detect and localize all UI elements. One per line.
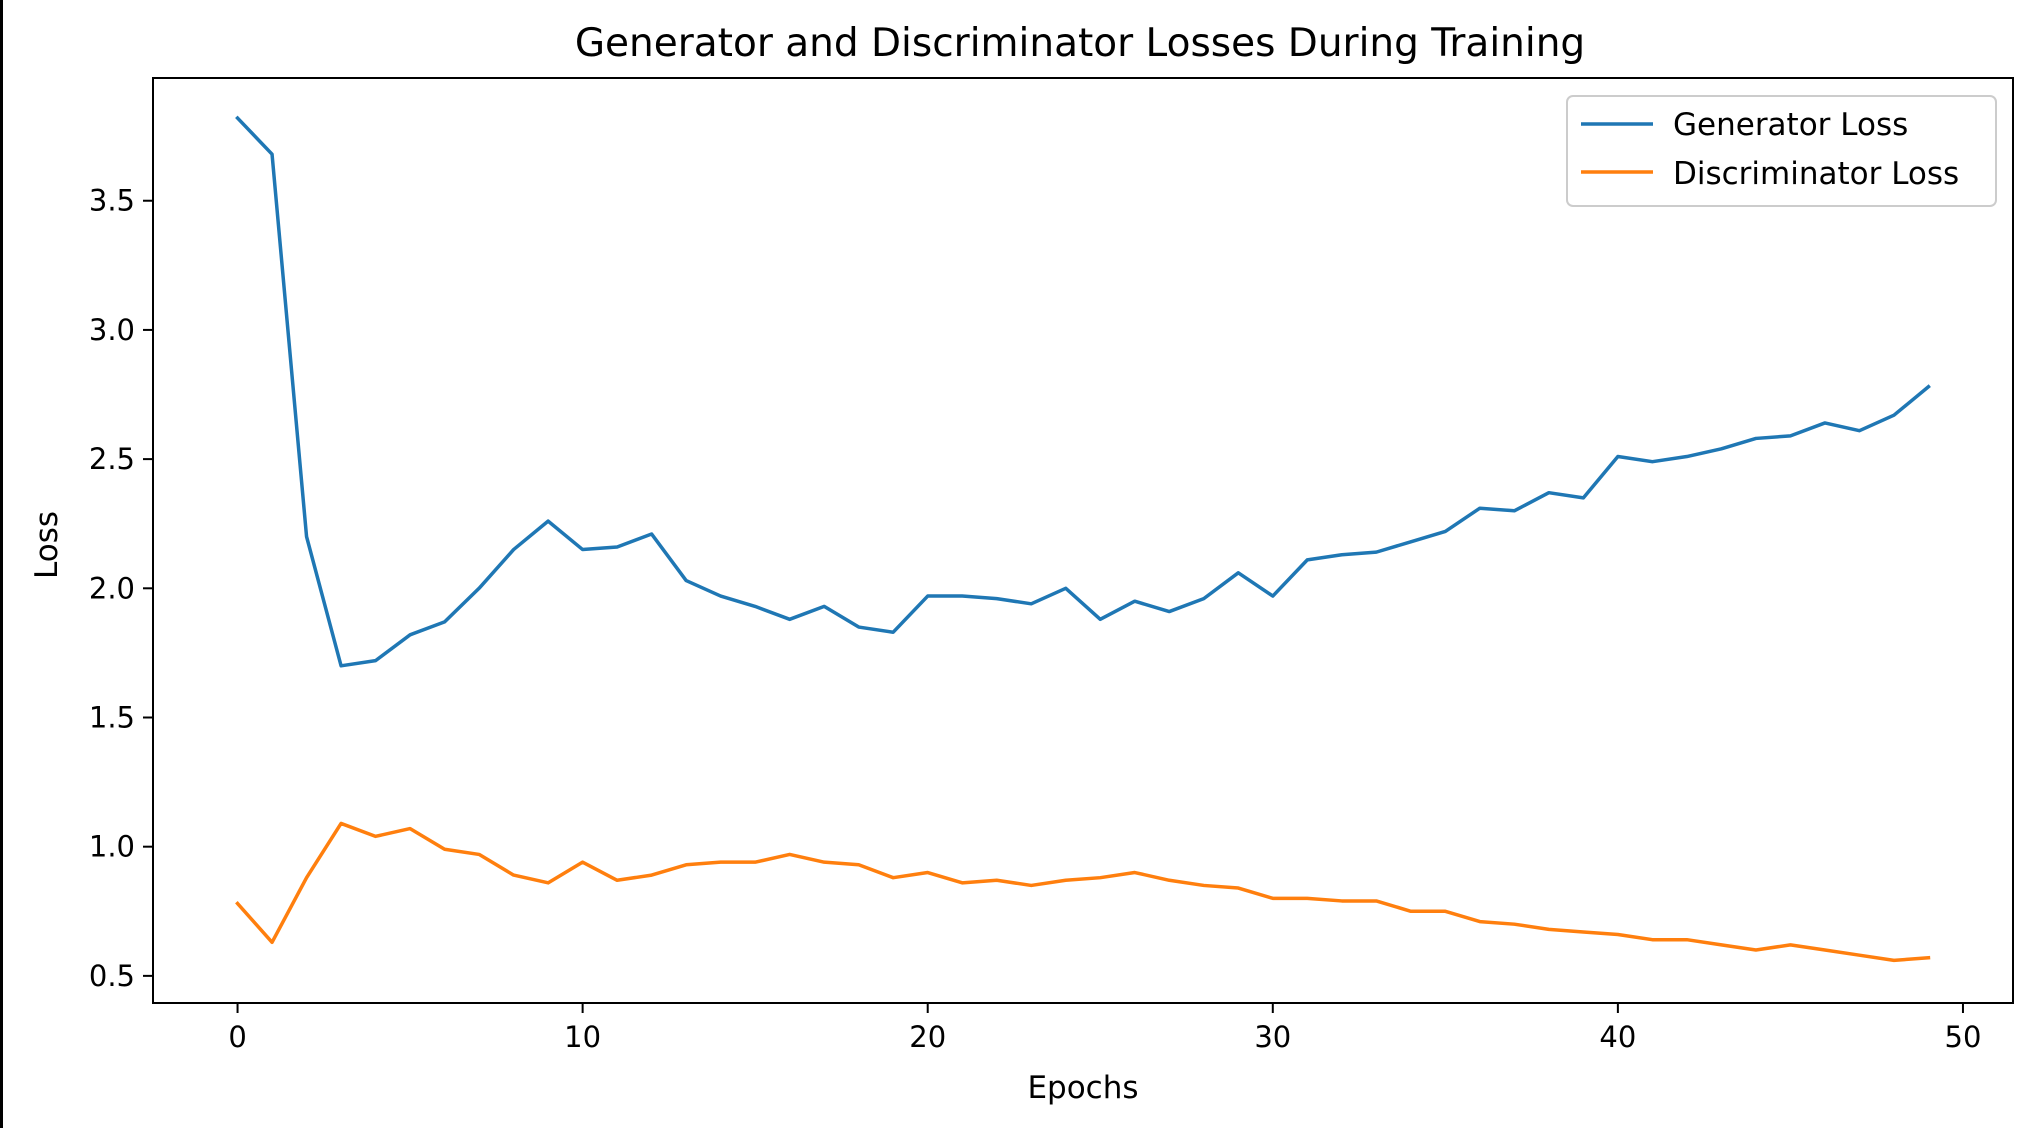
plot-frame [152, 77, 2014, 1004]
y-tick-label: 2.5 [89, 442, 135, 476]
y-tick-label: 0.5 [89, 959, 135, 993]
x-tick-label: 50 [1945, 1020, 1982, 1054]
x-tick-label: 30 [1254, 1020, 1291, 1054]
plot-lines [235, 115, 1931, 963]
discriminator-loss-line [235, 821, 1931, 963]
y-axis: 0.5 1.0 1.5 2.0 2.5 3.0 3.5 [89, 184, 153, 993]
x-tick-label: 10 [564, 1020, 601, 1054]
x-tick-label: 20 [909, 1020, 946, 1054]
y-tick-label: 1.0 [89, 830, 135, 864]
legend: Generator Loss Discriminator Loss [1566, 95, 1997, 207]
generator-loss-line [235, 115, 1931, 668]
line-chart: Generator and Discriminator Losses Durin… [29, 21, 2014, 1106]
chart-figure: Generator and Discriminator Losses Durin… [3, 0, 2032, 1128]
y-tick-label: 2.0 [89, 571, 135, 605]
x-axis-label: Epochs [1027, 1070, 1138, 1106]
y-axis-label: Loss [29, 511, 65, 579]
x-axis: 0 10 20 30 40 50 [228, 1003, 1981, 1054]
y-tick-label: 1.5 [89, 700, 135, 734]
legend-label-discriminator: Discriminator Loss [1673, 156, 1959, 192]
legend-label-generator: Generator Loss [1673, 107, 1908, 143]
y-tick-label: 3.5 [89, 184, 135, 218]
x-tick-label: 0 [228, 1020, 246, 1054]
chart-title: Generator and Discriminator Losses Durin… [575, 21, 1585, 66]
legend-box [1566, 95, 1997, 207]
x-tick-label: 40 [1599, 1020, 1636, 1054]
y-tick-label: 3.0 [89, 313, 135, 347]
